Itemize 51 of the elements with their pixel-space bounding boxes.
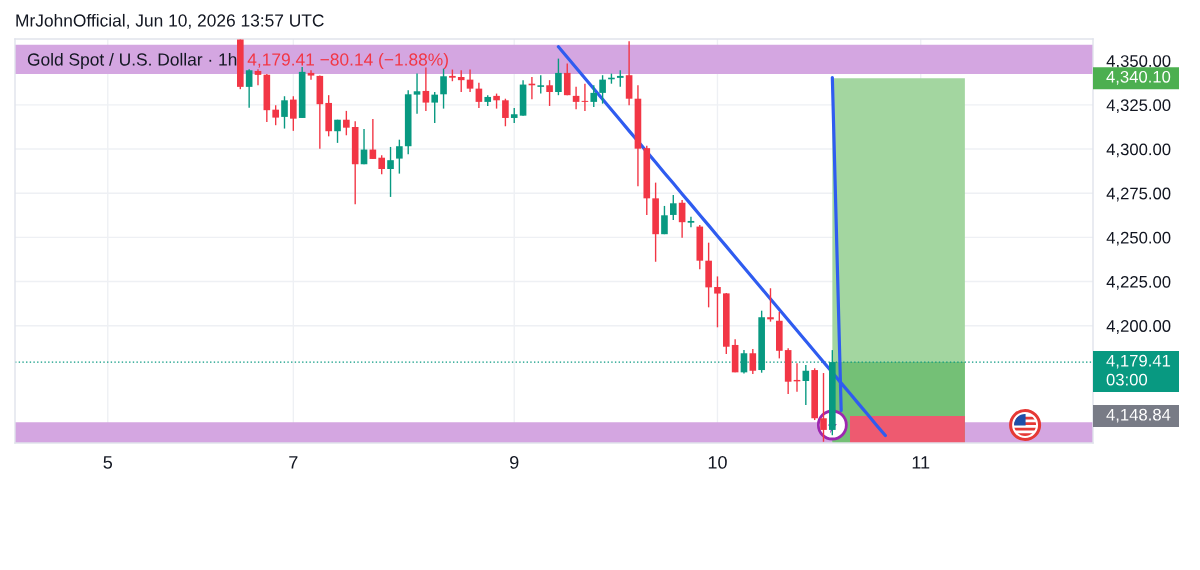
text: 4,148.84 xyxy=(1106,408,1171,423)
text: 03:00 xyxy=(1106,373,1148,386)
x-tick-label: 5 xyxy=(103,456,113,469)
candlestick xyxy=(457,69,465,93)
candlestick xyxy=(546,79,553,107)
x-tick-label: 10 xyxy=(708,455,727,469)
candlestick xyxy=(396,138,403,175)
candlestick xyxy=(669,194,677,221)
candlestick xyxy=(661,205,668,235)
line-series xyxy=(556,45,887,438)
text: 4,179.41 −80.14 (−1.88%) xyxy=(247,52,448,70)
candlestick xyxy=(590,84,598,108)
candlestick xyxy=(281,95,288,130)
candlestick xyxy=(466,68,474,93)
text: MrJohnOfficial, Jun 10, 2026 13:57 UTC xyxy=(16,13,324,29)
y-tick-label: 4,300.00 xyxy=(1106,143,1171,158)
text: Gold Spot / U.S. Dollar · 1h xyxy=(27,52,237,70)
y-tick-label: 4,225.00 xyxy=(1106,275,1171,290)
candlestick xyxy=(749,348,757,375)
candlestick xyxy=(272,104,279,126)
candlestick xyxy=(767,287,774,323)
candlestick xyxy=(572,86,580,111)
candlestick xyxy=(440,67,447,110)
candlestick xyxy=(625,40,633,106)
x-tick-label: 9 xyxy=(510,455,519,469)
text: 4,340.10 xyxy=(1106,70,1171,85)
y-tick-label: 4,275.00 xyxy=(1106,187,1171,202)
candlestick xyxy=(502,98,509,127)
y-tick-label: 4,250.00 xyxy=(1106,231,1171,246)
candlestick xyxy=(714,275,721,328)
candlestick xyxy=(343,110,350,136)
candlestick xyxy=(687,216,695,229)
candlestick xyxy=(431,91,439,124)
candlestick xyxy=(599,74,606,105)
candlestick xyxy=(563,62,571,96)
candlestick xyxy=(245,68,253,109)
candlestick xyxy=(378,154,386,176)
candlestick xyxy=(254,68,262,86)
candlestick xyxy=(307,69,315,81)
y-tick-label: 4,350.00 xyxy=(1106,55,1171,69)
candlestick xyxy=(387,146,394,198)
y-tick-label: 4,200.00 xyxy=(1106,320,1171,334)
ref-line-label: 4,179.41 xyxy=(1106,354,1171,369)
candlestick xyxy=(820,372,827,443)
candlestick xyxy=(413,72,421,115)
candlestick xyxy=(290,95,297,132)
candlestick xyxy=(537,74,545,95)
candlestick xyxy=(555,57,562,96)
x-tick-label: 11 xyxy=(912,456,930,469)
x-tick-label: 7 xyxy=(289,456,298,469)
y-tick-label: 4,325.00 xyxy=(1106,99,1171,114)
